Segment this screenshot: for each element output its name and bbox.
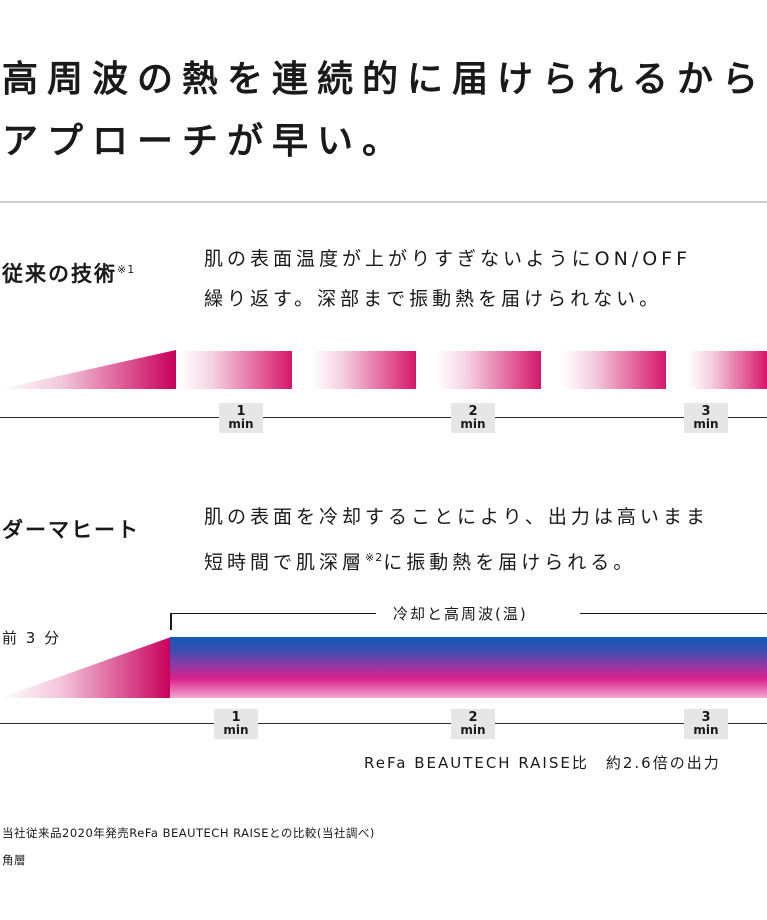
pulse-segment [180, 351, 292, 389]
pulse-segment [437, 351, 541, 389]
time-tick-3: 3 min [684, 709, 728, 739]
headline-line-1: 高周波の熱を連続的に届けられるから [2, 59, 767, 100]
time-axis-conventional [0, 417, 767, 418]
derma-desc-line-1: 肌の表面を冷却することにより、出力は高いまま [204, 506, 709, 528]
section-divider [0, 201, 767, 203]
tick-value: 3 [701, 710, 711, 725]
tick-value: 3 [701, 404, 711, 419]
phase-bracket-line [170, 613, 376, 614]
conventional-desc-line-2: 繰り返す。深部まで振動熱を届けられない。 [204, 288, 663, 310]
warmup-ramp-derma [0, 637, 171, 698]
tick-unit: min [223, 723, 249, 737]
phase-bracket-start [170, 613, 172, 630]
headline-line-2: アプローチが早い。 [2, 121, 408, 162]
output-ratio-note: ReFa BEAUTECH RAISE比 約2.6倍の出力 [364, 754, 721, 772]
phase-label: 冷却と高周波(温) [393, 605, 528, 623]
footnote-1: 当社従来品2020年発売ReFa BEAUTECH RAISEとの比較(当社調べ… [2, 826, 375, 840]
tick-unit: min [693, 723, 719, 737]
footnote-2: 角層 [2, 853, 26, 867]
tick-value: 2 [468, 710, 478, 725]
derma-desc-line-2: 短時間で肌深層※2に振動熱を届けられる。 [204, 540, 636, 580]
tick-unit: min [460, 417, 486, 431]
continuous-heat-bar [170, 637, 767, 698]
pre-heat-label: 前 3 分 [2, 629, 62, 647]
time-tick-2: 2 min [451, 709, 495, 739]
time-tick-1: 1 min [219, 403, 263, 433]
derma-desc-line-2-b: に振動熱を届けられる。 [383, 551, 637, 574]
conventional-label: 従来の技術※1 [2, 258, 135, 288]
tick-unit: min [228, 417, 254, 431]
tick-unit: min [460, 723, 486, 737]
time-tick-3: 3 min [684, 403, 728, 433]
pulse-segment [312, 351, 416, 389]
conventional-label-text: 従来の技術 [2, 262, 117, 286]
tick-value: 1 [236, 404, 246, 419]
time-axis-derma [0, 723, 767, 724]
pulse-segment [562, 351, 666, 389]
derma-desc-note: ※2 [365, 551, 384, 564]
pulse-segment [688, 351, 767, 389]
tick-value: 1 [231, 710, 241, 725]
time-tick-2: 2 min [451, 403, 495, 433]
derma-desc-line-2-a: 短時間で肌深層 [204, 551, 366, 574]
tick-unit: min [693, 417, 719, 431]
conventional-desc-line-1: 肌の表面温度が上がりすぎないようにON/OFF [204, 248, 692, 270]
phase-bracket-line [580, 613, 767, 614]
time-tick-1: 1 min [214, 709, 258, 739]
conventional-label-note: ※1 [117, 263, 136, 276]
derma-label: ダーマヒート [2, 518, 140, 542]
warmup-ramp-conventional [0, 350, 176, 389]
tick-value: 2 [468, 404, 478, 419]
